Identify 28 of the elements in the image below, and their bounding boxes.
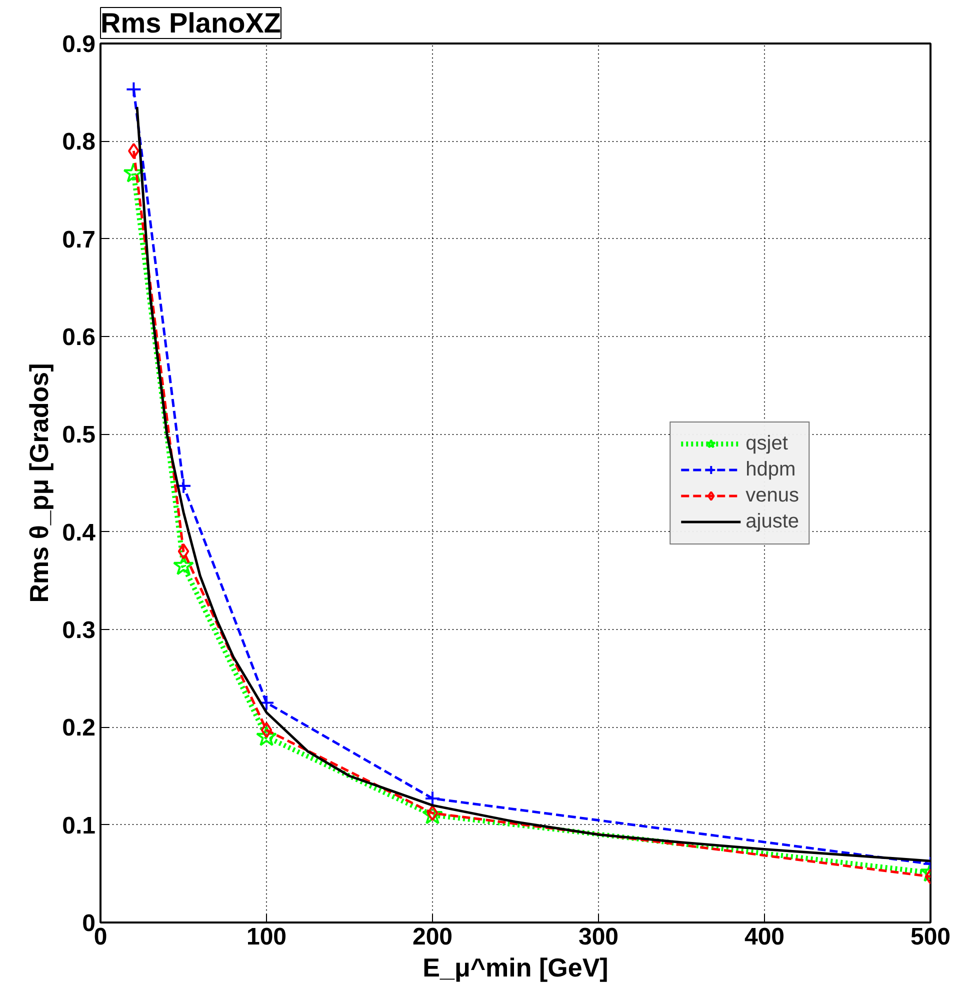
legend-label: ajuste (746, 510, 799, 533)
point (424, 790, 440, 806)
x-tick-label: 300 (578, 924, 619, 950)
point (256, 726, 278, 746)
point (178, 543, 190, 560)
legend-label: venus (746, 484, 799, 507)
chart-title: Rms PlanoXZ (100, 8, 281, 38)
point (176, 478, 192, 494)
x-tick-label: 200 (412, 924, 453, 950)
x-tick-label: 500 (910, 924, 951, 950)
legend-label: hdpm (746, 458, 796, 481)
y-tick-label: 0.1 (62, 812, 96, 840)
x-tick-label: 100 (246, 924, 287, 950)
y-tick-label: 0.9 (62, 31, 96, 58)
point (123, 162, 144, 182)
x-tick-label: 400 (744, 924, 785, 950)
x-axis-title: E_μ^min [GeV] (422, 952, 608, 982)
y-tick-label: 0.7 (62, 226, 96, 254)
point (258, 694, 274, 711)
y-tick-label: 0.4 (62, 519, 96, 546)
legend-label: qsjet (746, 432, 788, 455)
y-tick-label: 0.3 (62, 617, 96, 644)
y-axis-title: Rms θ_pμ [Grados] (24, 363, 54, 603)
point (126, 81, 142, 98)
y-tick-label: 0.2 (62, 714, 96, 742)
y-tick-label: 0.6 (62, 324, 96, 351)
y-tick-label: 0.8 (62, 128, 96, 156)
y-tick-label: 0.5 (62, 422, 96, 449)
